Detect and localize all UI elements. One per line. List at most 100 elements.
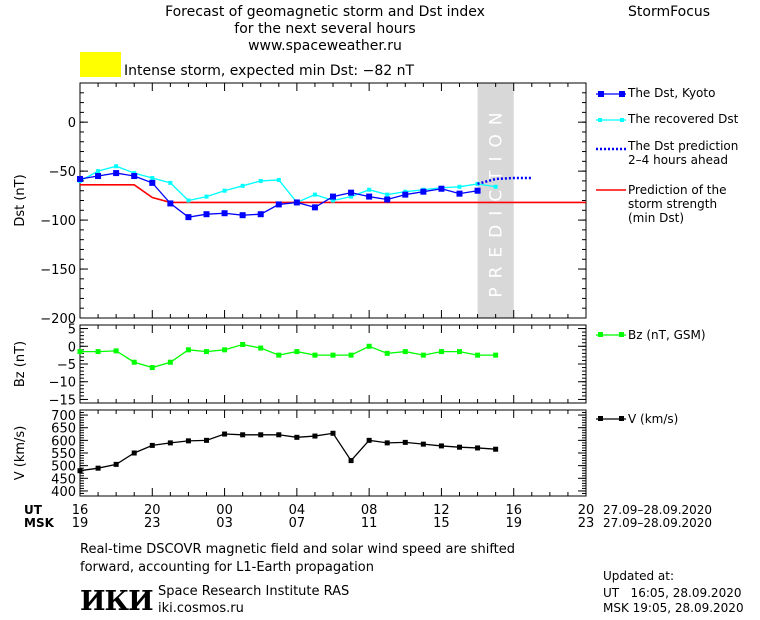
updated-msk: MSK 19:05, 28.09.2020 <box>603 601 744 615</box>
iki-logo: ИКИ <box>80 586 154 617</box>
v-point <box>258 432 264 438</box>
institute-name: Space Research Institute RAS <box>158 584 350 599</box>
legend-v-marker <box>598 416 603 421</box>
msk-tick-label: 19 <box>505 516 522 531</box>
msk-tick-label: 19 <box>72 516 89 531</box>
panel-frame <box>79 409 587 497</box>
msk-tick-label: 23 <box>144 516 161 531</box>
bz-point <box>384 350 390 356</box>
ut-tick-label: 20 <box>144 503 161 518</box>
recovered-dst-point <box>222 188 227 193</box>
y-tick-label: −15 <box>49 393 76 408</box>
brand-name: StormFocus <box>628 4 711 20</box>
v-point <box>276 432 282 438</box>
v-point <box>493 446 499 452</box>
dst-kyoto-point <box>77 175 83 182</box>
recovered-dst-point <box>276 177 281 182</box>
legend-v-marker <box>619 416 624 421</box>
y-tick-label: −5 <box>57 358 76 373</box>
v-point <box>366 437 372 443</box>
bz-point <box>167 359 173 365</box>
recovered-dst-line <box>79 165 496 204</box>
recovered-dst-point <box>312 192 317 197</box>
y-tick-label: 600 <box>51 434 76 449</box>
legend-v-label: V (km/s) <box>628 412 678 426</box>
ut-tick-label: 12 <box>433 503 450 518</box>
recovered-dst-point <box>258 178 263 183</box>
v-point <box>222 431 228 437</box>
prediction-band <box>477 83 514 318</box>
title-line-2: for the next several hours <box>234 21 416 37</box>
recovered-dst-point <box>114 164 119 169</box>
recovered-dst-point <box>150 175 155 180</box>
v-point <box>348 458 354 464</box>
bz-point <box>294 349 300 355</box>
dst-kyoto-point <box>474 187 481 194</box>
bz-point <box>402 349 408 355</box>
msk-tick-label: 07 <box>289 516 306 531</box>
dst-panel: PREDICTION 0 −50 −100 −150 −200 Dst (nT) <box>13 82 587 327</box>
bz-line <box>80 343 496 369</box>
dst-kyoto-point <box>293 199 300 206</box>
dst-kyoto-point <box>311 204 318 211</box>
bz-point <box>131 359 137 365</box>
legend-recovered-marker <box>598 118 602 122</box>
dst-kyoto-point <box>348 189 355 196</box>
storm-level-label: Intense storm, expected min Dst: −82 nT <box>124 63 415 79</box>
bz-point <box>204 349 209 355</box>
legend: The Dst, Kyoto The recovered Dst The Dst p… <box>596 86 739 426</box>
recovered-dst-point <box>493 184 498 189</box>
y-tick-label: 400 <box>51 485 76 500</box>
v-point <box>330 430 336 436</box>
footer-note-line-2: forward, accounting for L1-Earth propaga… <box>80 560 374 575</box>
ut-tick-label: 04 <box>289 503 306 518</box>
legend-bz-label: Bz (nT, GSM) <box>628 328 706 342</box>
v-point <box>167 440 173 446</box>
dst-kyoto-point <box>402 191 409 198</box>
dst-kyoto-point <box>438 185 445 192</box>
recovered-dst-point <box>349 194 354 199</box>
bz-point <box>258 345 264 351</box>
v-point <box>457 444 462 450</box>
legend-bz-marker <box>598 332 603 337</box>
msk-date-range: 27.09–28.09.2020 <box>603 516 713 530</box>
msk-tick-label: 11 <box>361 516 378 531</box>
v-point <box>95 465 101 471</box>
recovered-dst-point <box>385 192 390 197</box>
y-tick-label: −200 <box>40 312 76 327</box>
bz-panel: 5 0 −5 −10 −15 Bz (nT) <box>13 323 587 408</box>
institute-url[interactable]: iki.cosmos.ru <box>158 601 244 616</box>
bz-point <box>95 349 101 355</box>
y-tick-label: −10 <box>49 376 76 391</box>
dst-kyoto-point <box>420 188 427 195</box>
legend-prediction-label: The Dst prediction <box>627 139 738 153</box>
bz-point <box>457 349 462 355</box>
recovered-dst-point <box>457 184 462 189</box>
bz-point <box>185 347 191 353</box>
recovered-dst-point <box>204 194 209 199</box>
msk-tick-label: 03 <box>216 516 233 531</box>
y-tick-label: −150 <box>40 263 76 278</box>
ut-tick-label: 08 <box>361 503 378 518</box>
prediction-label: PREDICTION <box>487 103 507 297</box>
recovered-dst-point <box>331 198 335 203</box>
y-tick-label: 650 <box>51 422 76 437</box>
footer-note: Real-time DSCOVR magnetic field and sola… <box>80 541 515 577</box>
recovered-dst-point <box>168 180 173 185</box>
bz-point <box>475 352 481 358</box>
y-tick-label: 450 <box>51 472 76 487</box>
dst-kyoto-point <box>366 193 373 200</box>
legend-dst-kyoto-marker <box>598 91 604 97</box>
dst-kyoto-point <box>257 211 264 218</box>
dst-prediction-line <box>477 176 532 186</box>
v-point <box>402 439 408 445</box>
bz-point <box>113 348 119 354</box>
legend-prediction-label: 2–4 hours ahead <box>628 153 728 167</box>
ut-tick-label: 16 <box>72 503 89 518</box>
y-tick-label: 700 <box>51 409 76 424</box>
title-line-1: Forecast of geomagnetic storm and Dst in… <box>165 4 485 20</box>
website-link[interactable]: www.spaceweather.ru <box>248 38 402 54</box>
recovered-dst-point <box>240 183 245 188</box>
legend-strength-label: storm strength <box>628 197 717 211</box>
